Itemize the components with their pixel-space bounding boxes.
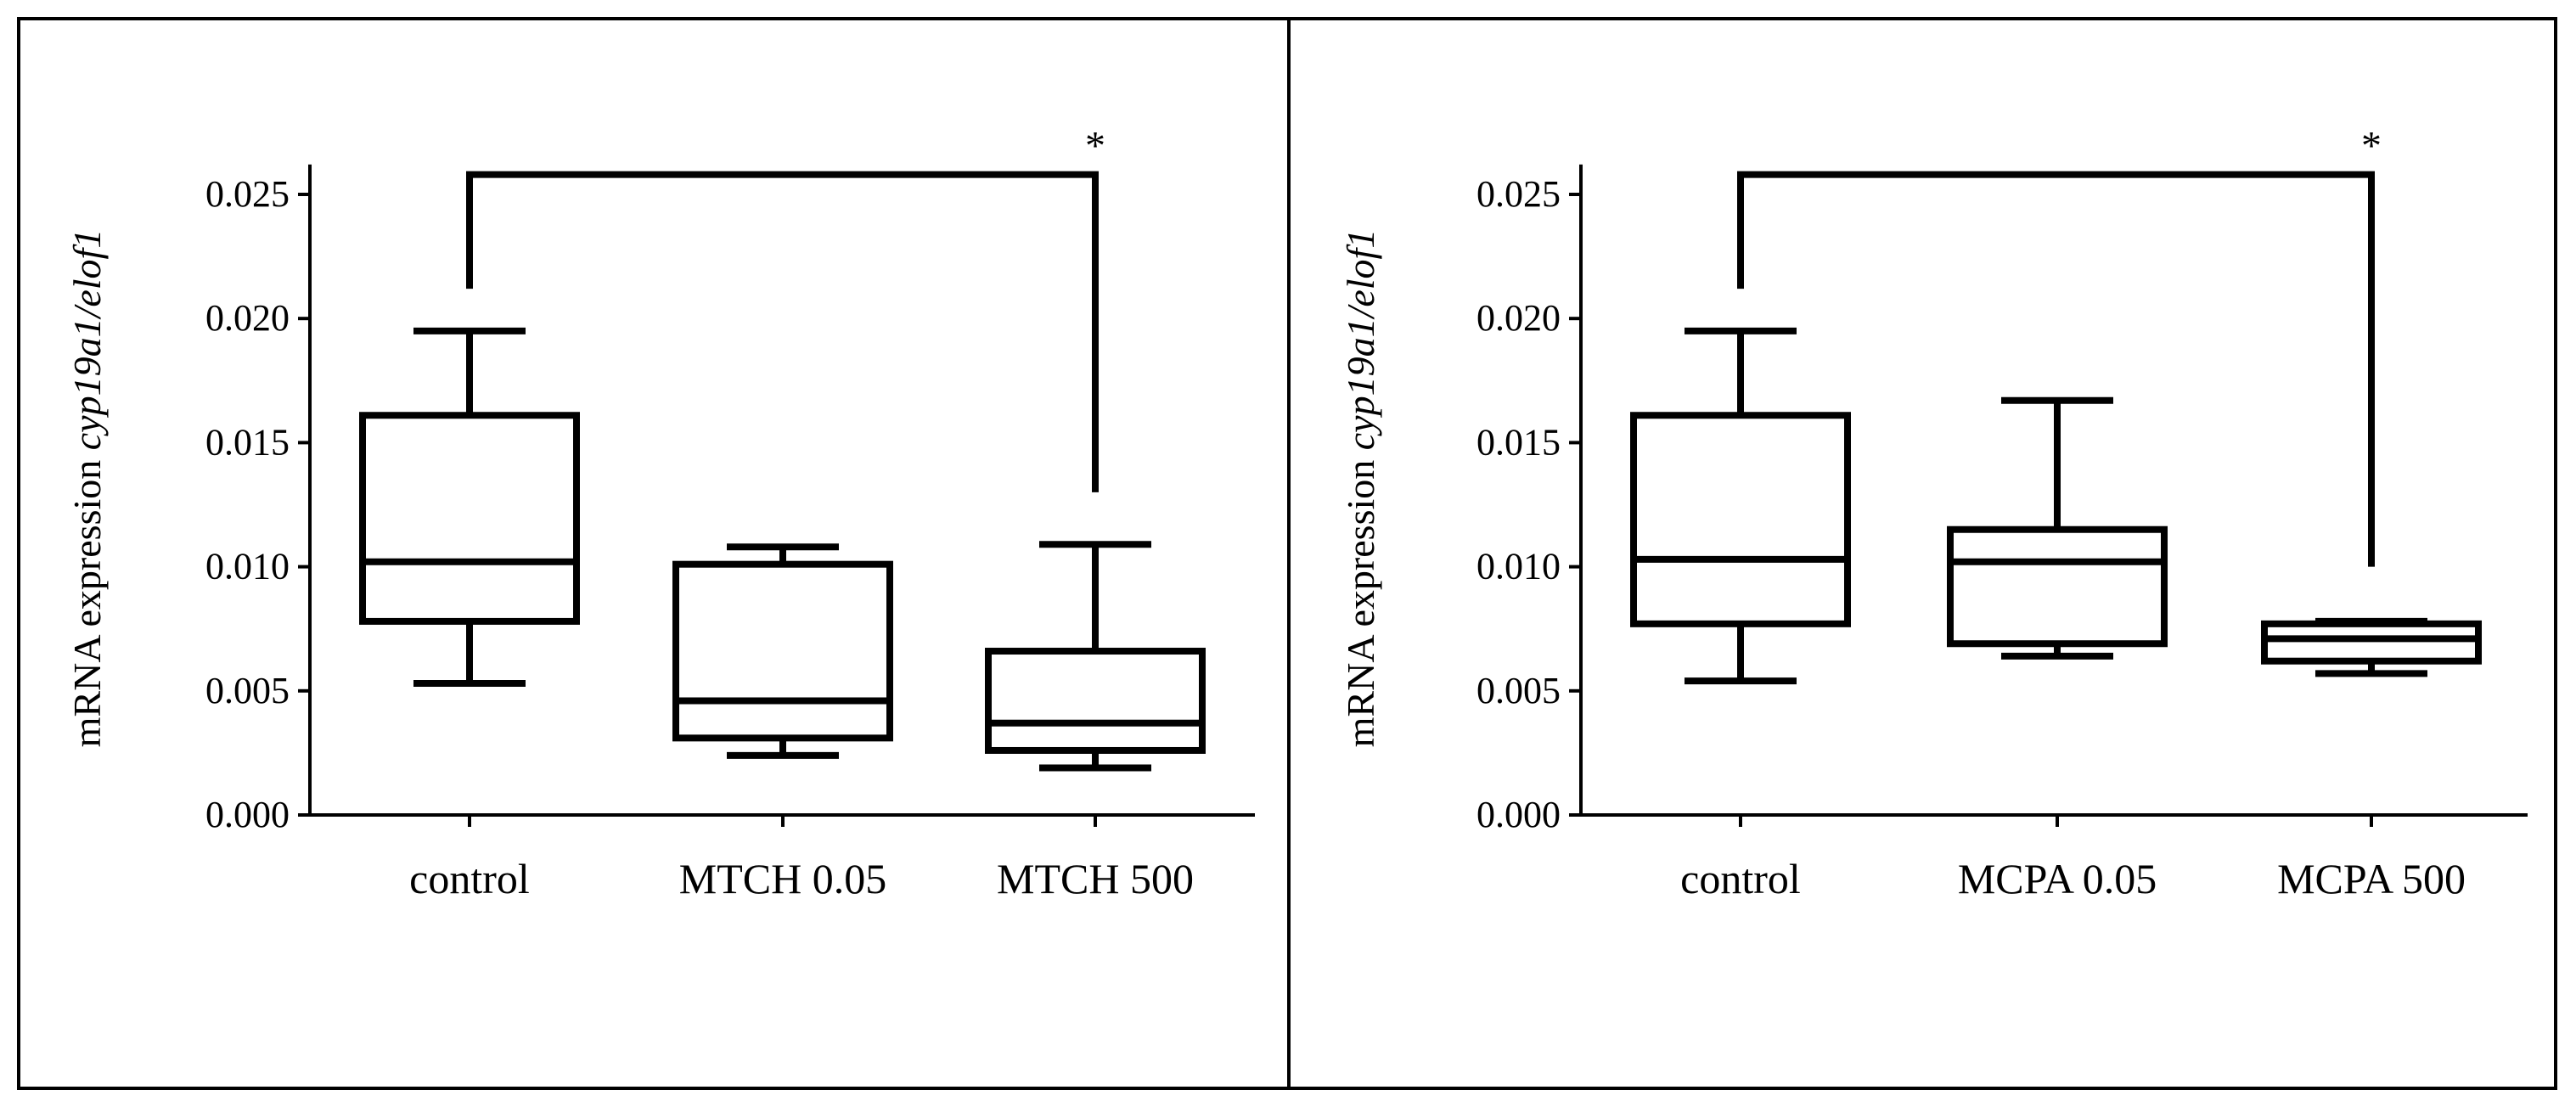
x-category-label: MTCH 500 bbox=[997, 855, 1194, 902]
y-axis-label: mRNA expression cyp19a1/elof1 bbox=[1339, 229, 1382, 748]
y-tick-label: 0.010 bbox=[205, 546, 290, 587]
y-tick-label: 0.010 bbox=[1476, 546, 1561, 587]
iqr-box bbox=[1630, 412, 1851, 627]
y-tick-label: 0.005 bbox=[1476, 670, 1561, 711]
y-tick-label: 0.025 bbox=[205, 173, 290, 215]
y-axis-label: mRNA expression cyp19a1/elof1 bbox=[65, 229, 109, 748]
y-tick-label: 0.020 bbox=[205, 297, 290, 339]
box-plot-control bbox=[359, 327, 580, 688]
box-plot-mtch-500 bbox=[985, 541, 1206, 772]
iqr-box bbox=[985, 648, 1206, 754]
significance-star: * bbox=[1085, 124, 1105, 169]
y-tick-label: 0.000 bbox=[205, 794, 290, 835]
box-plot-control bbox=[1630, 327, 1851, 685]
significance-star: * bbox=[2361, 124, 2382, 169]
y-tick-label: 0.000 bbox=[1476, 794, 1561, 835]
x-category-label: MCPA 500 bbox=[2277, 855, 2466, 902]
y-tick-label: 0.020 bbox=[1476, 297, 1561, 339]
y-tick-label: 0.015 bbox=[205, 421, 290, 463]
y-tick-label: 0.005 bbox=[205, 670, 290, 711]
x-category-label: MCPA 0.05 bbox=[1958, 855, 2157, 902]
iqr-box bbox=[2261, 620, 2482, 665]
iqr-box bbox=[1947, 525, 2168, 648]
box-plot-mtch-0-05 bbox=[672, 543, 893, 759]
x-category-label: control bbox=[1680, 855, 1801, 902]
x-category-label: control bbox=[409, 855, 530, 902]
box-plot-mcpa-0-05 bbox=[1947, 396, 2168, 660]
panel-frame-right bbox=[1287, 17, 2557, 1090]
significance-bracket bbox=[1737, 171, 2375, 567]
chart-left: mRNA expression cyp19a1/elof1 0.000 0.005… bbox=[65, 124, 1255, 902]
iqr-box bbox=[672, 560, 893, 742]
box-plot-mcpa-500 bbox=[2261, 617, 2482, 677]
y-tick-label: 0.025 bbox=[1476, 173, 1561, 215]
x-category-label: MTCH 0.05 bbox=[679, 855, 886, 902]
iqr-box bbox=[359, 412, 580, 625]
y-tick-label: 0.015 bbox=[1476, 421, 1561, 463]
significance-bracket bbox=[466, 171, 1099, 492]
chart-right: mRNA expression cyp19a1/elof1 0.000 0.005… bbox=[1339, 124, 2528, 902]
